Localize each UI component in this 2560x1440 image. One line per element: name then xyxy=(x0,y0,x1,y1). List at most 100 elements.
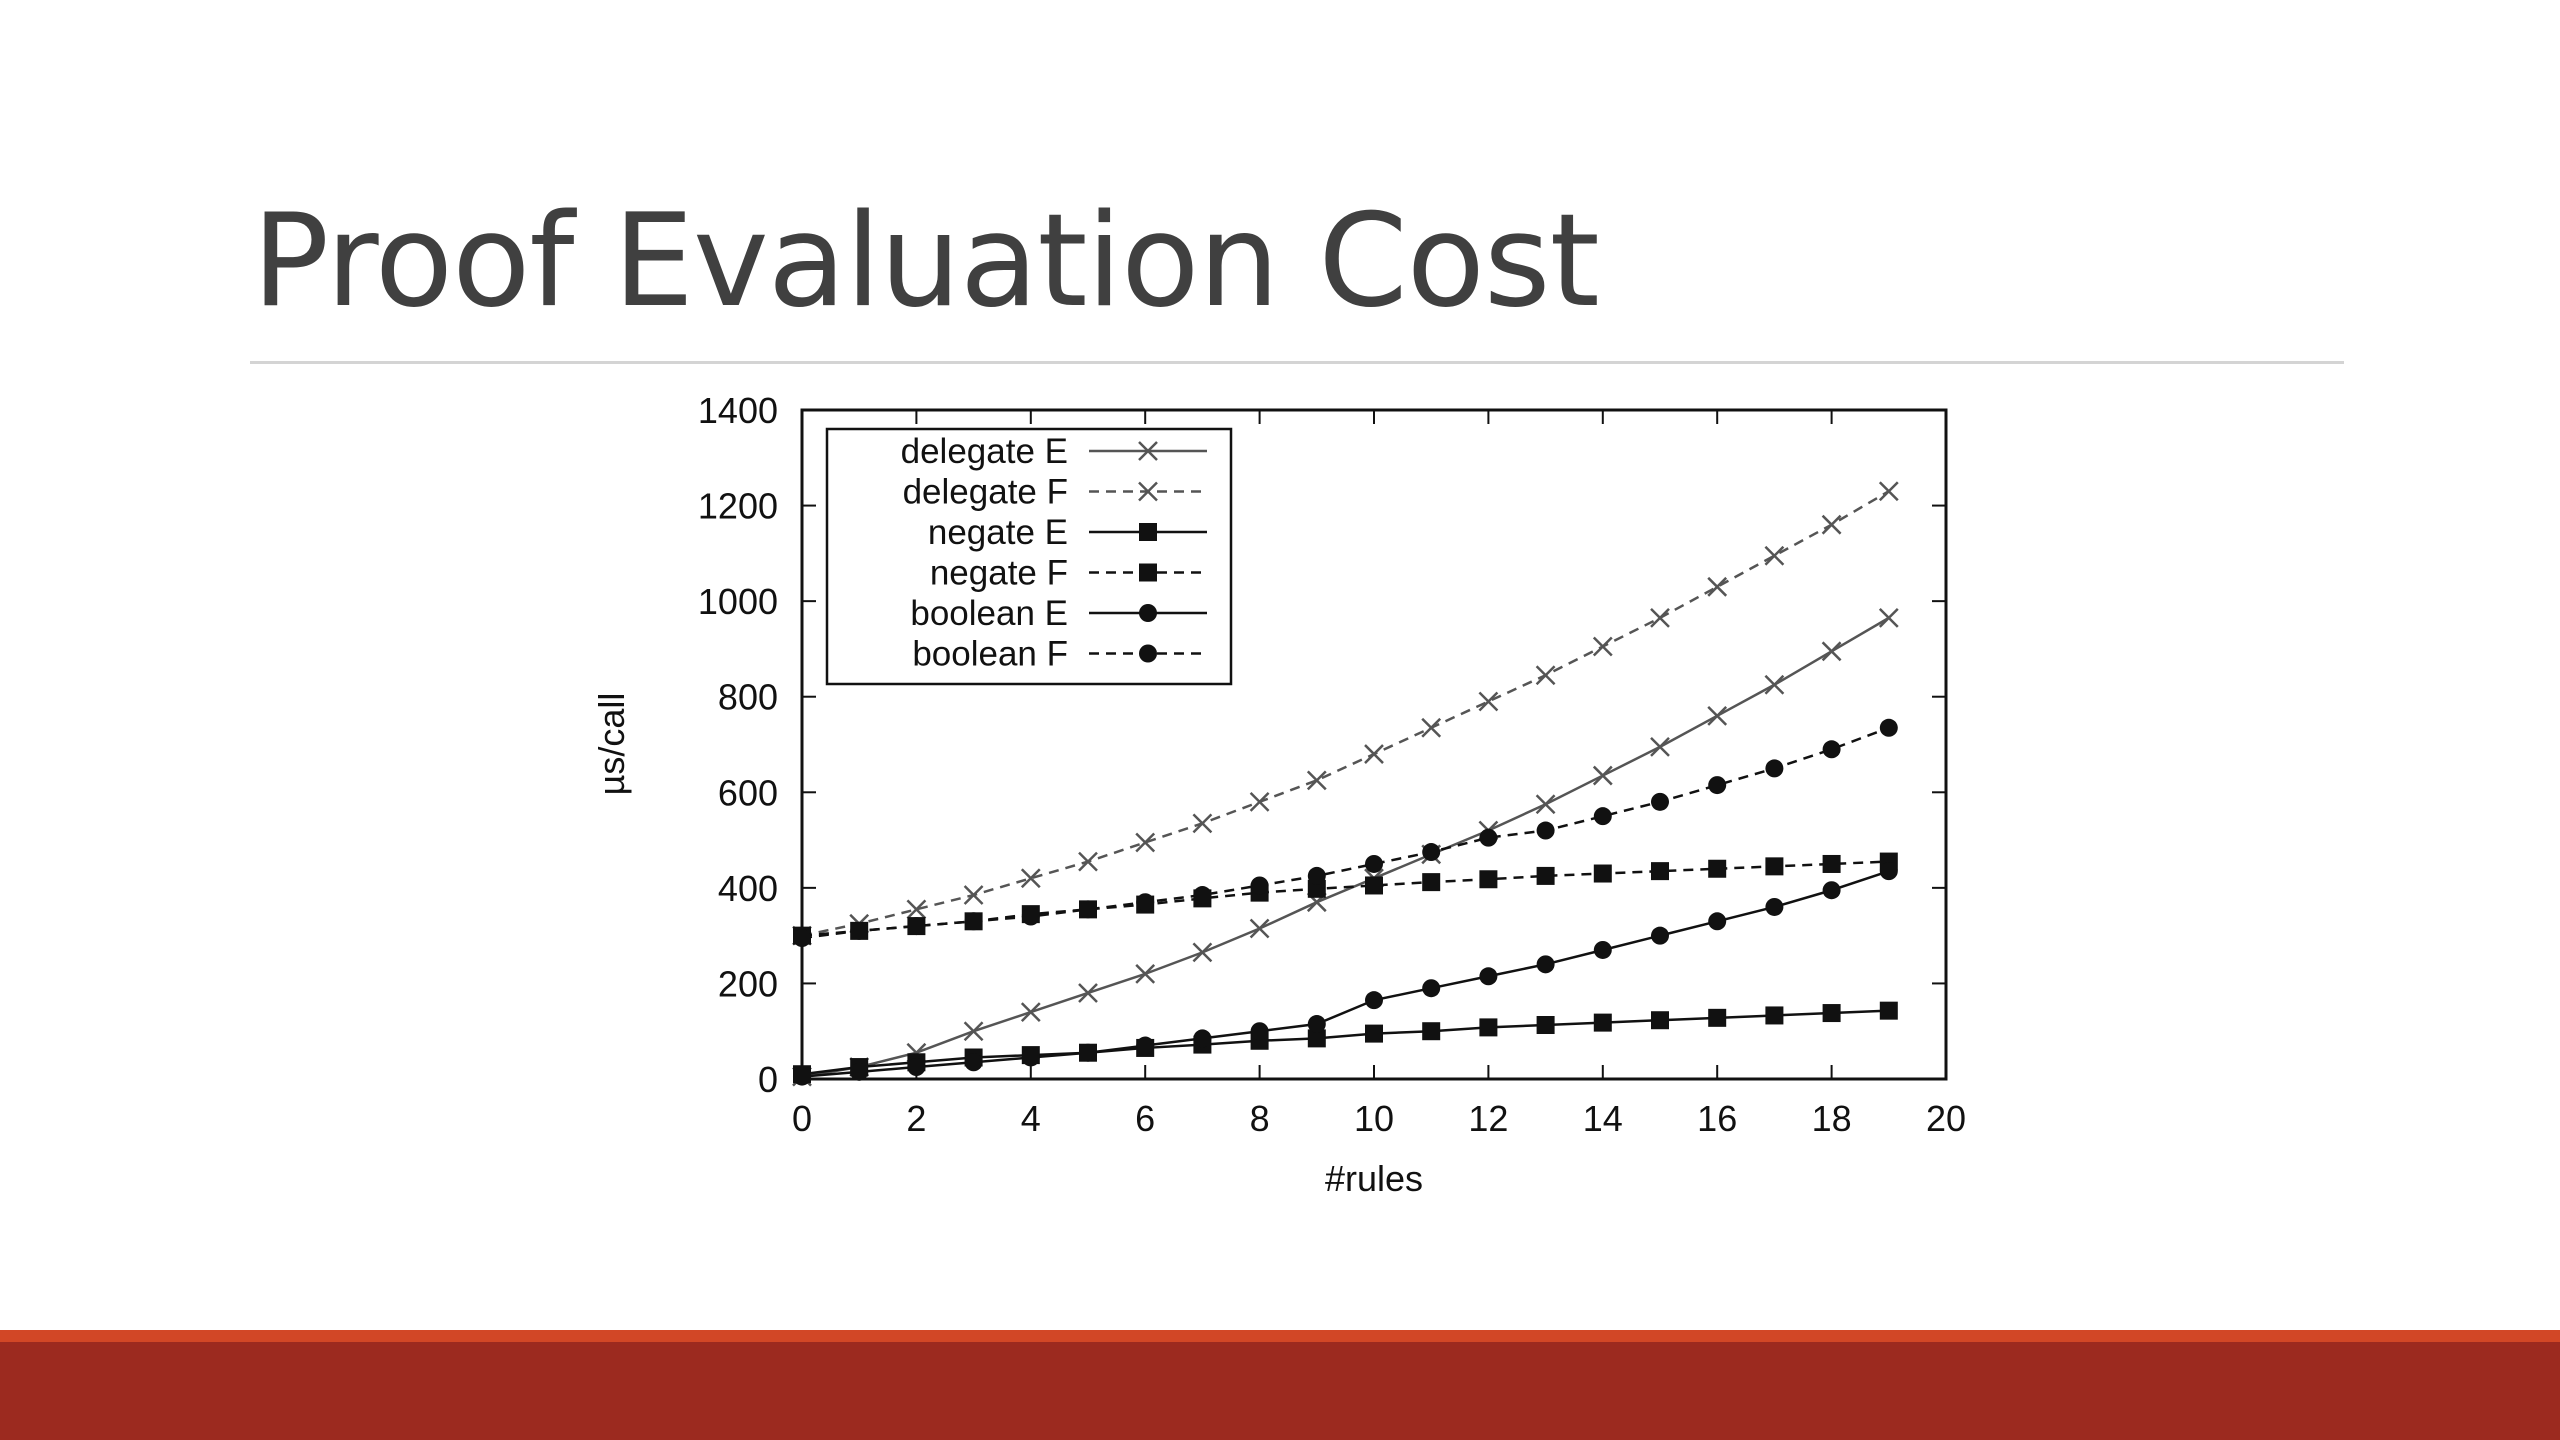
data-point-delegate-e xyxy=(1821,641,1842,662)
data-point-delegate-e xyxy=(1707,705,1728,726)
data-point-negate-f xyxy=(1822,854,1841,873)
data-point-delegate-f xyxy=(1878,481,1899,502)
data-point-negate-e xyxy=(1365,1024,1383,1043)
data-point-negate-e xyxy=(1879,1001,1898,1020)
data-point-boolean-e xyxy=(1136,1036,1155,1055)
data-point-boolean-f xyxy=(907,917,926,936)
data-point-negate-f xyxy=(1593,864,1612,883)
data-point-delegate-f xyxy=(1592,636,1613,657)
x-tick-label: 2 xyxy=(906,1098,926,1139)
series-line-delegate-f xyxy=(801,490,1890,937)
data-point-delegate-f xyxy=(963,885,984,905)
data-point-delegate-e xyxy=(1078,983,1098,1003)
x-tick-label: 14 xyxy=(1583,1098,1623,1139)
data-point-delegate-e xyxy=(1650,737,1670,757)
legend-label: boolean E xyxy=(910,594,1068,633)
data-point-boolean-f xyxy=(850,921,869,940)
data-point-boolean-e xyxy=(1365,991,1383,1010)
footer-band xyxy=(0,1342,2560,1440)
legend-marker xyxy=(1138,441,1158,461)
data-point-delegate-f xyxy=(1535,665,1556,686)
data-point-delegate-f xyxy=(1249,791,1270,812)
x-tick-label: 20 xyxy=(1926,1098,1966,1139)
data-point-negate-e xyxy=(1765,1006,1784,1025)
data-point-negate-f xyxy=(1651,862,1669,881)
x-tick-label: 6 xyxy=(1135,1098,1155,1139)
series-group xyxy=(792,481,1899,1087)
legend-label: delegate F xyxy=(903,473,1068,512)
x-tick-label: 10 xyxy=(1354,1098,1394,1139)
data-point-boolean-f xyxy=(1136,893,1155,912)
data-point-negate-f xyxy=(1708,859,1727,878)
data-point-boolean-e xyxy=(1593,940,1612,959)
x-tick-label: 0 xyxy=(792,1098,812,1139)
data-point-negate-f xyxy=(1307,879,1326,898)
data-point-delegate-e xyxy=(1535,794,1556,815)
data-point-boolean-e xyxy=(850,1062,869,1081)
legend-label: delegate E xyxy=(901,432,1068,471)
data-point-negate-f xyxy=(1536,866,1555,885)
data-point-boolean-e xyxy=(964,1053,983,1072)
series-line-delegate-e xyxy=(801,616,1890,1078)
data-point-boolean-e xyxy=(1193,1029,1212,1048)
data-point-delegate-e xyxy=(963,1021,984,1042)
data-point-negate-e xyxy=(1822,1004,1841,1023)
y-tick-label: 1000 xyxy=(698,581,778,622)
slide-title: Proof Evaluation Cost xyxy=(252,187,1600,336)
data-point-delegate-f xyxy=(1364,744,1384,764)
data-point-negate-f xyxy=(1422,873,1441,892)
y-tick-label: 1400 xyxy=(698,390,778,431)
y-tick-label: 1200 xyxy=(698,486,778,527)
axis-ticks: 0 2 4 6 8 10 12 14 16 18 2002004006008001000120014… xyxy=(698,390,1966,1139)
legend-marker xyxy=(1138,481,1158,502)
title-divider xyxy=(250,361,2344,364)
footer-accent-line xyxy=(0,1330,2560,1342)
data-point-negate-e xyxy=(1422,1022,1441,1041)
series-line-boolean-f xyxy=(801,726,1890,940)
x-tick-label: 4 xyxy=(1021,1098,1041,1139)
data-point-boolean-e xyxy=(1479,967,1498,986)
data-point-boolean-f xyxy=(1536,821,1555,840)
data-point-boolean-e xyxy=(1708,912,1727,931)
y-tick-label: 800 xyxy=(718,677,778,718)
data-point-delegate-f xyxy=(1821,514,1842,535)
data-point-boolean-e xyxy=(1765,897,1784,916)
legend-marker xyxy=(1139,563,1157,582)
data-point-boolean-e xyxy=(1422,979,1441,998)
data-point-negate-f xyxy=(1365,876,1383,895)
data-point-boolean-f xyxy=(1422,843,1441,862)
data-point-boolean-f xyxy=(793,929,811,948)
data-point-boolean-f xyxy=(1708,776,1727,795)
data-point-delegate-f xyxy=(1135,832,1156,853)
data-point-delegate-e xyxy=(1249,918,1270,939)
data-point-delegate-f xyxy=(1306,770,1327,791)
x-tick-label: 16 xyxy=(1697,1098,1737,1139)
data-point-negate-e xyxy=(1651,1011,1669,1030)
data-point-negate-e xyxy=(1593,1013,1612,1032)
data-point-boolean-e xyxy=(1651,926,1669,945)
legend-label: boolean F xyxy=(912,635,1068,674)
data-point-delegate-f xyxy=(1650,607,1670,628)
y-tick-label: 600 xyxy=(718,772,778,813)
data-point-boolean-e xyxy=(1079,1043,1097,1062)
y-tick-label: 400 xyxy=(718,868,778,909)
data-point-boolean-f xyxy=(1079,900,1097,919)
data-point-delegate-f xyxy=(1764,545,1785,566)
y-axis-label: µs/call xyxy=(591,693,632,796)
data-point-boolean-f xyxy=(1021,907,1040,926)
data-point-boolean-f xyxy=(1250,876,1269,895)
legend-marker xyxy=(1139,604,1157,622)
data-point-negate-e xyxy=(1536,1016,1555,1035)
x-tick-label: 8 xyxy=(1250,1098,1270,1139)
x-axis-label: #rules xyxy=(1325,1158,1423,1199)
data-point-boolean-e xyxy=(1536,955,1555,974)
data-point-boolean-e xyxy=(1879,862,1898,881)
data-point-negate-e xyxy=(1708,1008,1727,1027)
data-point-boolean-f xyxy=(1593,807,1612,826)
legend-box xyxy=(825,427,1233,686)
data-point-delegate-e xyxy=(1764,674,1785,695)
x-tick-label: 18 xyxy=(1812,1098,1852,1139)
data-point-delegate-e xyxy=(1020,1002,1041,1022)
data-point-delegate-f xyxy=(1421,717,1442,738)
